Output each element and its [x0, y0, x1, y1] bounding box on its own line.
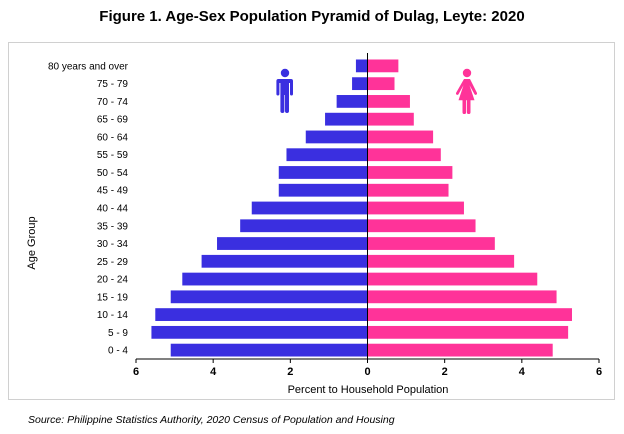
female-bar — [367, 77, 395, 91]
y-tick-label: 75 - 79 — [97, 79, 129, 90]
y-tick-label: 25 - 29 — [97, 257, 129, 268]
male-bar — [170, 290, 368, 304]
x-tick-label: 6 — [133, 366, 139, 378]
male-bar — [352, 77, 368, 91]
male-bar — [305, 130, 368, 144]
female-bar — [367, 308, 572, 321]
chart-frame: 0 - 4 5 - 9 10 - 14 15 - 19 20 - 24 25 - 29 30… — [8, 42, 615, 400]
male-bar — [355, 59, 368, 73]
female-bar — [367, 130, 434, 144]
male-bar — [155, 308, 368, 321]
male-bar — [170, 343, 368, 357]
y-tick-label: 65 - 69 — [97, 115, 129, 126]
y-tick-label: 0 - 4 — [108, 346, 128, 357]
x-tick-label: 2 — [442, 366, 448, 378]
female-bar — [367, 183, 449, 197]
female-person-icon — [455, 68, 478, 114]
y-tick-label: 40 - 44 — [97, 204, 129, 215]
y-tick-label: 50 - 54 — [97, 168, 129, 179]
male-bar — [151, 325, 368, 339]
y-tick-label: 30 - 34 — [97, 239, 129, 250]
female-bar — [367, 148, 441, 162]
axes — [135, 53, 600, 363]
x-tick-label: 4 — [210, 366, 217, 378]
female-bar — [367, 95, 410, 108]
y-axis-label: Age Group — [26, 216, 38, 269]
y-tick-label: 45 - 49 — [97, 186, 129, 197]
female-bar — [367, 237, 495, 250]
y-tick-labels: 0 - 4 5 - 9 10 - 14 15 - 19 20 - 24 25 - 29 30… — [48, 61, 129, 356]
x-tick-labels: 6 4 2 0 2 4 6 — [133, 366, 602, 378]
female-bar — [367, 59, 399, 73]
x-tick-label: 4 — [519, 366, 526, 378]
female-bar — [367, 219, 476, 233]
x-tick-label: 2 — [287, 366, 293, 378]
y-tick-label: 10 - 14 — [97, 310, 129, 321]
female-bar — [367, 201, 464, 215]
y-tick-label: 35 - 39 — [97, 221, 129, 232]
y-tick-label: 60 - 64 — [97, 132, 129, 143]
y-tick-label: 70 - 74 — [97, 97, 129, 108]
male-bars — [151, 59, 368, 357]
male-person-icon — [276, 68, 293, 113]
male-bar — [217, 237, 368, 250]
y-tick-label: 55 - 59 — [97, 150, 129, 161]
male-bar — [251, 201, 368, 215]
male-bar — [201, 254, 368, 268]
male-bar — [336, 95, 368, 108]
y-tick-label: 15 - 19 — [97, 292, 129, 303]
male-bar — [278, 183, 368, 197]
x-axis-label: Percent to Household Population — [288, 384, 449, 396]
male-bar — [286, 148, 368, 162]
y-tick-label: 5 - 9 — [108, 328, 128, 339]
female-bar — [367, 272, 538, 286]
population-pyramid-chart: 0 - 4 5 - 9 10 - 14 15 - 19 20 - 24 25 - 29 30… — [26, 53, 602, 396]
female-bars — [367, 59, 572, 357]
male-bar — [182, 272, 368, 286]
female-bar — [367, 343, 553, 357]
female-bar — [367, 290, 557, 304]
male-bar — [278, 166, 368, 179]
male-bar — [325, 112, 368, 126]
y-tick-label: 80 years and over — [48, 61, 129, 72]
female-bar — [367, 166, 453, 179]
male-bar — [240, 219, 368, 233]
female-bar — [367, 112, 414, 126]
female-bar — [367, 325, 569, 339]
x-tick-label: 0 — [364, 366, 370, 378]
y-tick-label: 20 - 24 — [97, 275, 129, 286]
source-note: Source: Philippine Statistics Authority,… — [28, 414, 395, 426]
x-tick-label: 6 — [596, 366, 602, 378]
chart-title: Figure 1. Age-Sex Population Pyramid of … — [99, 8, 525, 25]
female-bar — [367, 254, 515, 268]
